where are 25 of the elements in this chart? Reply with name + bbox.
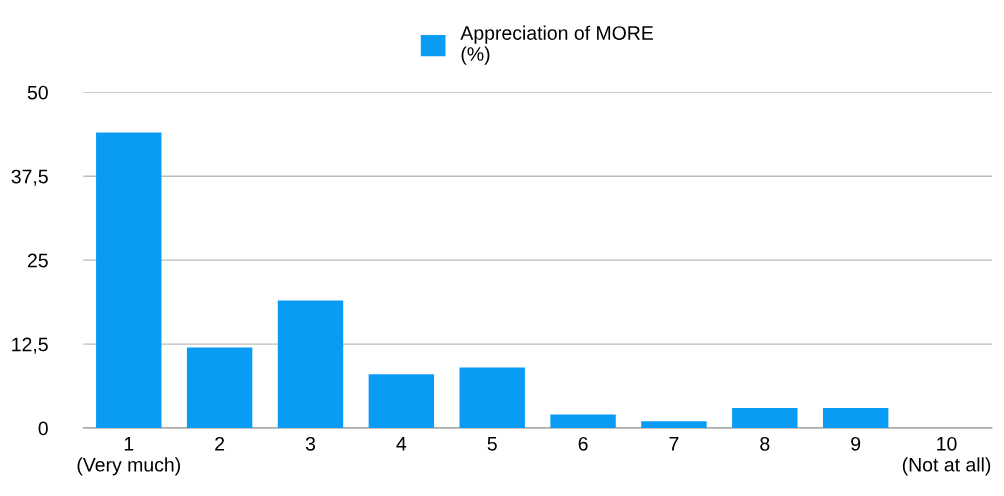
y-tick-label: 25 <box>27 253 48 268</box>
y-tick-label: 50 <box>27 85 48 100</box>
bar <box>732 407 798 429</box>
bar <box>822 407 889 429</box>
y-tick-label: 37,5 <box>11 169 48 186</box>
x-tick-label: 9 <box>851 436 861 451</box>
x-tick-label: 7 <box>669 437 679 451</box>
bar <box>459 367 525 429</box>
x-tick-label: 3 <box>305 436 316 451</box>
bar <box>368 374 435 429</box>
legend-label: Appreciation of MORE (%) <box>460 25 653 65</box>
bar <box>550 414 616 429</box>
x-tick-label: 8 <box>760 436 770 451</box>
x-tick-label: 4 <box>396 437 407 451</box>
bar <box>186 347 253 429</box>
y-tick-label: 12,5 <box>12 337 48 354</box>
x-tick-label: 6 <box>578 436 588 451</box>
x-tick-label: 10 (Not at all) <box>902 436 991 476</box>
bar <box>96 132 162 429</box>
x-tick-label: 1 (Very much) <box>77 437 180 476</box>
bar <box>277 300 344 429</box>
y-tick-label: 0 <box>38 421 48 436</box>
bar <box>641 421 707 429</box>
x-tick-label: 5 <box>487 437 497 451</box>
x-tick-label: 2 <box>215 436 225 451</box>
